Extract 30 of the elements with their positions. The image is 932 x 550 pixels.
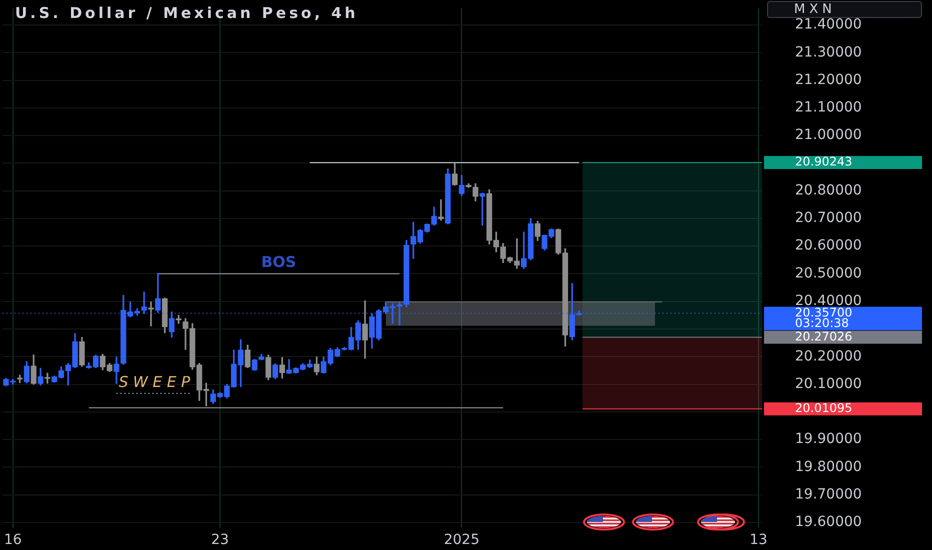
y-tick-label: 20.20000 (795, 348, 862, 364)
annotation: S W E E P (118, 372, 192, 391)
candlestick (148, 302, 154, 326)
y-tick-label: 19.70000 (795, 486, 862, 502)
y-tick-label: 21.20000 (795, 72, 862, 88)
ref-line-label: 20.35700 03:20:38 (795, 305, 852, 330)
candlestick (438, 199, 444, 221)
y-tick-label: 19.80000 (795, 458, 862, 475)
annotation: BOS (261, 253, 296, 272)
y-axis-title: MXN (767, 1, 922, 18)
ref-line-label: 20.90243 (795, 154, 852, 169)
y-tick-label: 21.40000 (795, 16, 862, 33)
x-tick-label: 16 (4, 532, 22, 548)
y-tick-label: 19.90000 (795, 431, 862, 448)
x-tick-label: 2025 (444, 532, 480, 548)
y-tick-label: 20.70000 (795, 210, 862, 226)
y-tick-label: 20.80000 (795, 182, 862, 198)
x-tick-label: 23 (211, 532, 229, 548)
y-tick-label: 21.10000 (795, 100, 862, 116)
ref-line-label: 20.27026 (795, 329, 852, 344)
y-tick-label: 20.60000 (795, 238, 862, 254)
x-tick-label: 13 (750, 532, 768, 548)
candlestick (44, 372, 50, 384)
y-tick-label: 21.00000 (795, 127, 862, 144)
ref-line-label: 20.01095 (795, 401, 852, 416)
y-tick-label: 20.50000 (795, 265, 862, 282)
chart-title: U.S. Dollar / Mexican Peso, 4h (15, 4, 358, 22)
y-tick-label: 21.30000 (795, 44, 862, 60)
y-tick-label: 19.60000 (795, 514, 862, 530)
y-tick-label: 20.10000 (795, 376, 862, 392)
